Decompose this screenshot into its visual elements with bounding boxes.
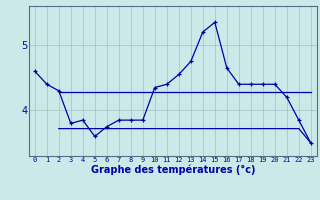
X-axis label: Graphe des températures (°c): Graphe des températures (°c) bbox=[91, 165, 255, 175]
